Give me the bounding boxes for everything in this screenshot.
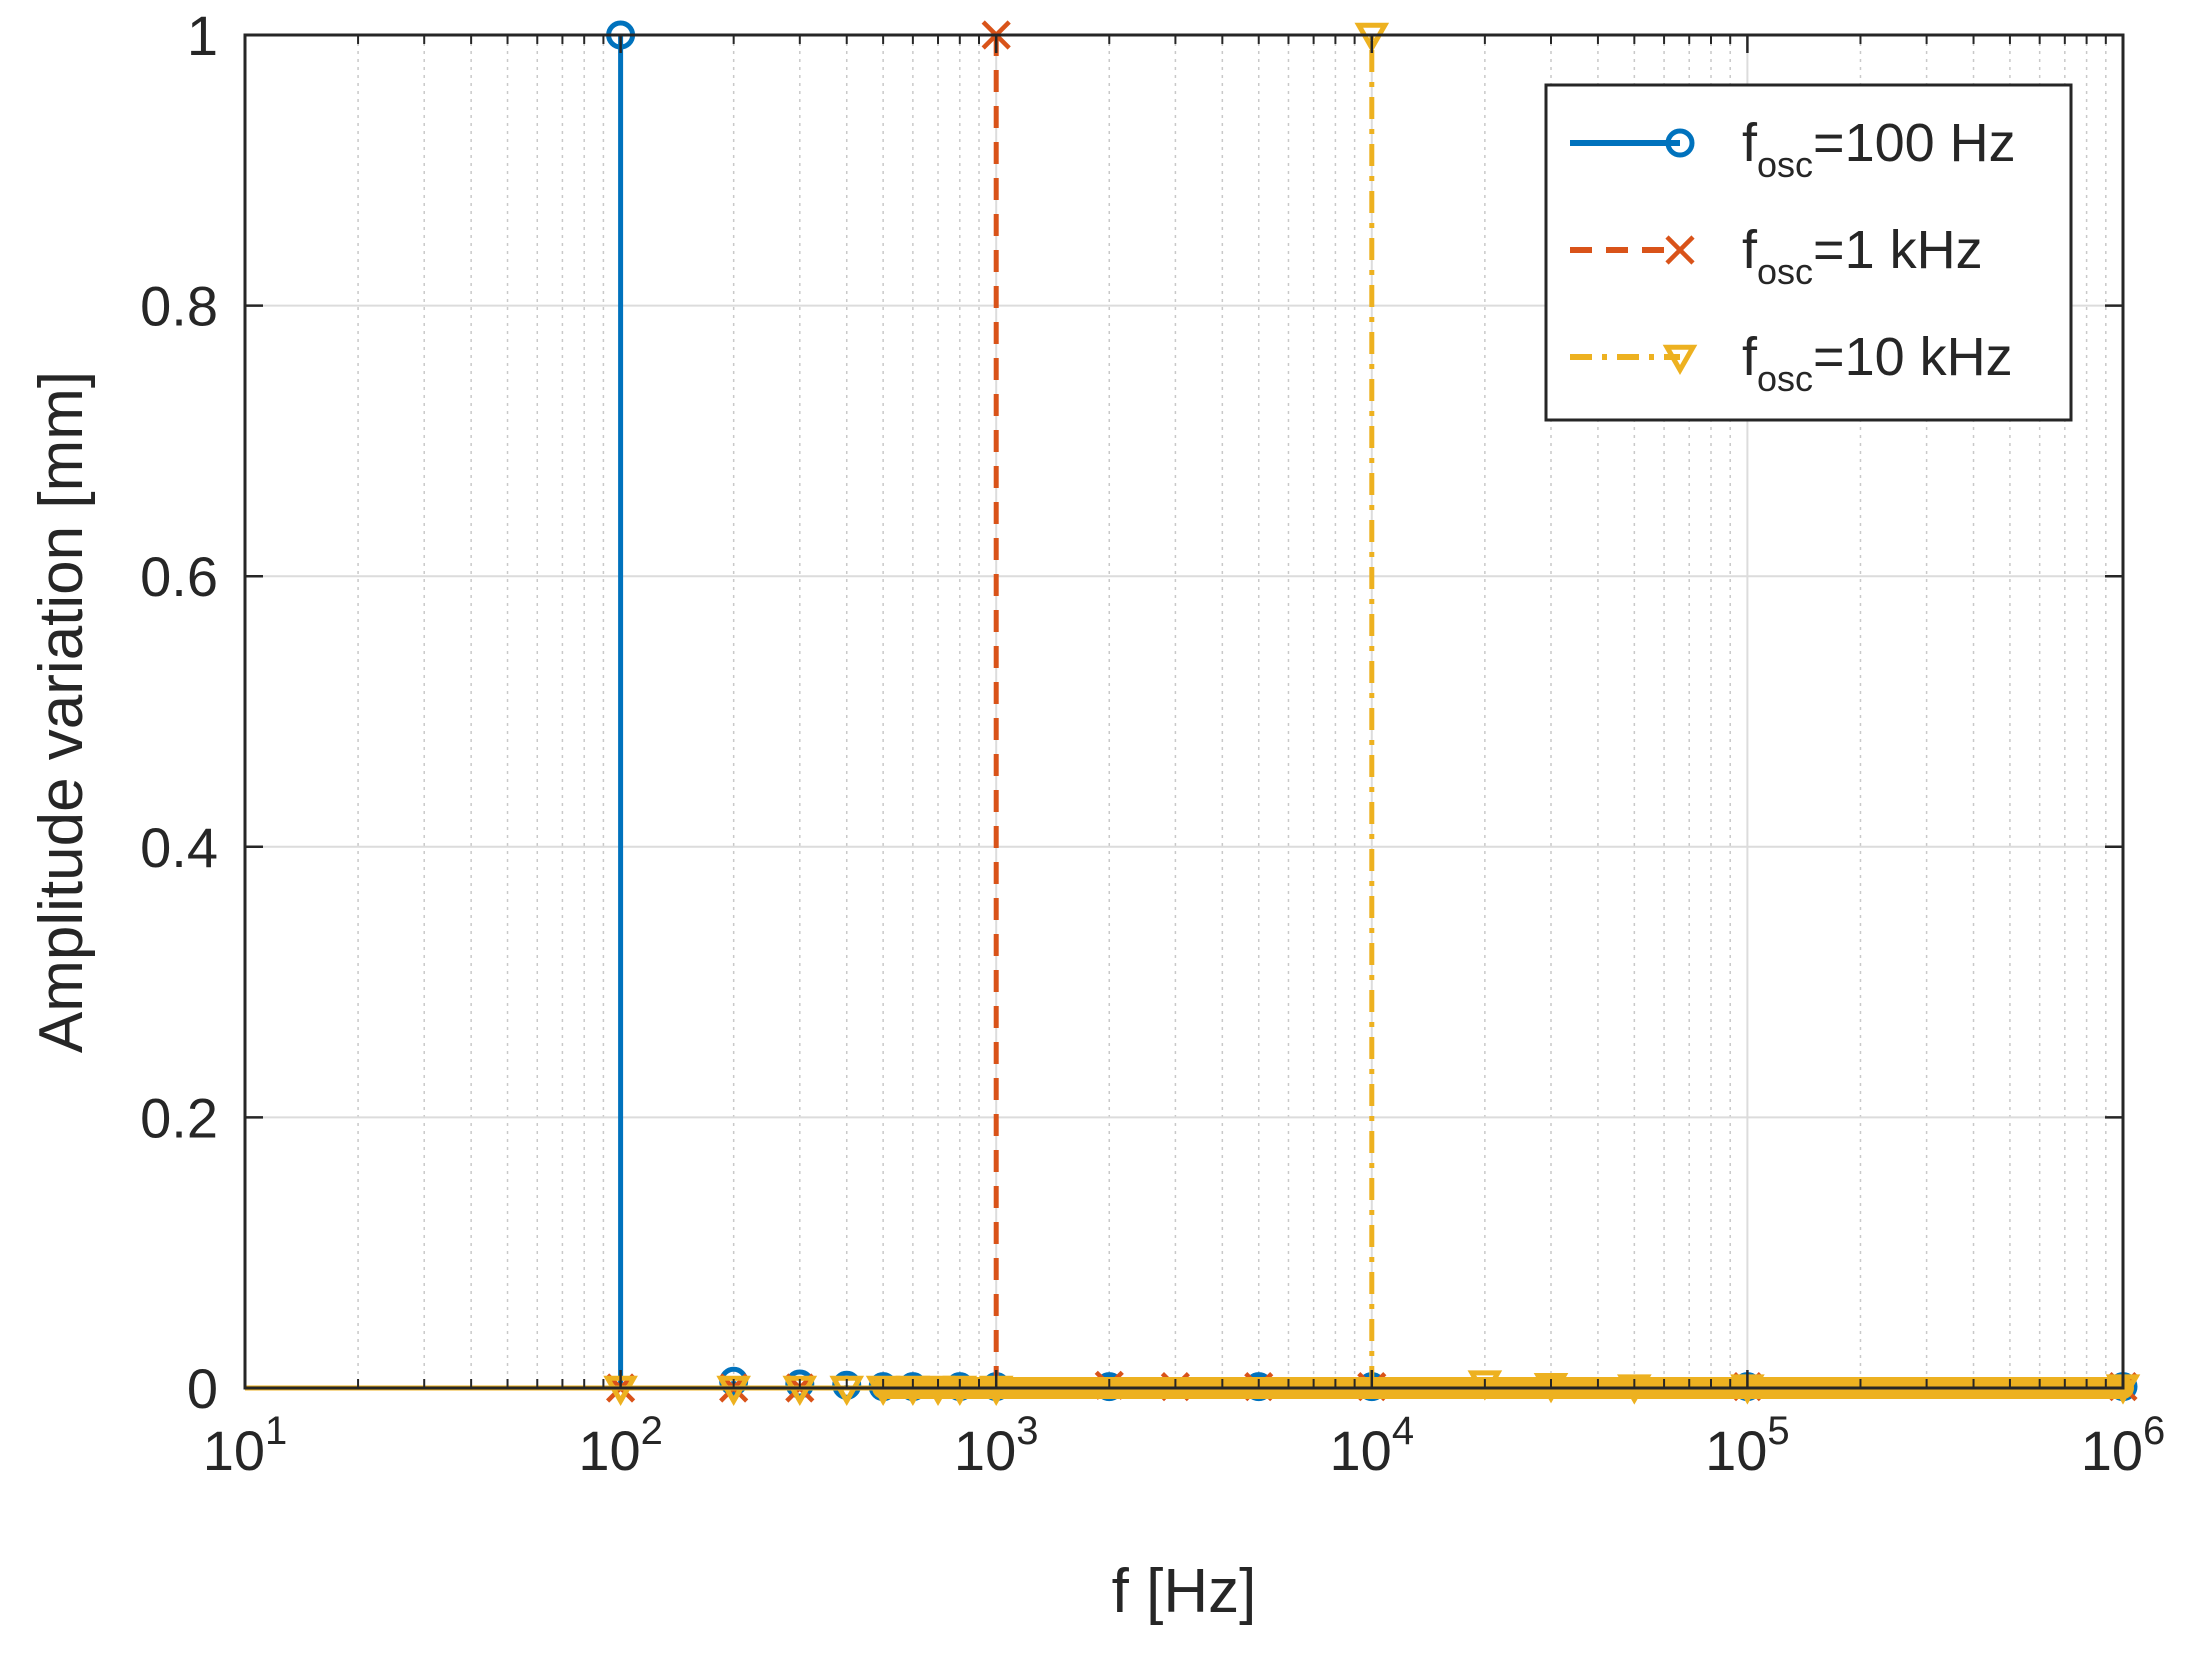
stem-marker-triangle [1354, 22, 1390, 54]
axes-box [243, 33, 2125, 1390]
x-tick-label: 104 [1330, 1409, 1415, 1482]
y-axis-label: Amplitude variation [mm] [27, 371, 96, 1053]
y-tick-label: 0.2 [140, 1086, 218, 1149]
y-tick-label: 0.4 [140, 816, 218, 879]
x-tick-label: 105 [1705, 1409, 1790, 1482]
legend: fosc=100 Hz fosc=1 kHz fosc=10 kHz [1544, 83, 2073, 422]
stem-marker-triangle [1467, 1370, 1503, 1401]
x-tick-label: 102 [578, 1409, 663, 1482]
stem-marker-triangle [782, 1375, 818, 1407]
x-axis-label: f [Hz] [1112, 1557, 1257, 1626]
y-tick-label: 0.8 [140, 275, 218, 338]
marker-x-stroke [1665, 235, 1695, 265]
y-tick-label: 0.6 [140, 545, 218, 608]
tick-marks [243, 33, 2125, 1390]
legend-label: fosc=10 kHz [1742, 327, 2013, 399]
stem-marker-circle [1665, 128, 1695, 158]
legend-item-2: fosc=10 kHz [1570, 327, 2013, 399]
stem-marker-triangle [829, 1375, 865, 1407]
stem-marker-triangle [716, 1375, 751, 1407]
y-tick-label: 0 [187, 1357, 218, 1420]
x-tick-label: 106 [2081, 1409, 2166, 1482]
x-tick-labels: 101 102 103 104 105 106 [203, 1409, 2166, 1482]
stem-marker-triangle [920, 1375, 956, 1407]
stem-marker-triangle [865, 1375, 901, 1407]
legend-item-1: fosc=1 kHz [1570, 220, 1983, 292]
x-tick-label: 103 [954, 1409, 1039, 1482]
stem-marker-triangle [895, 1375, 931, 1407]
legend-label: fosc=100 Hz [1742, 113, 2016, 185]
stem-marker-triangle [942, 1375, 978, 1407]
x-tick-label: 101 [203, 1409, 288, 1482]
stem-marker-triangle [1662, 344, 1698, 376]
y-tick-label: 1 [187, 4, 218, 67]
legend-item-0: fosc=100 Hz [1570, 113, 2016, 185]
stem-marker-x [1665, 235, 1695, 265]
legend-label: fosc=1 kHz [1742, 220, 1983, 292]
y-tick-labels: 0 0.2 0.4 0.6 0.8 1 [140, 4, 218, 1420]
